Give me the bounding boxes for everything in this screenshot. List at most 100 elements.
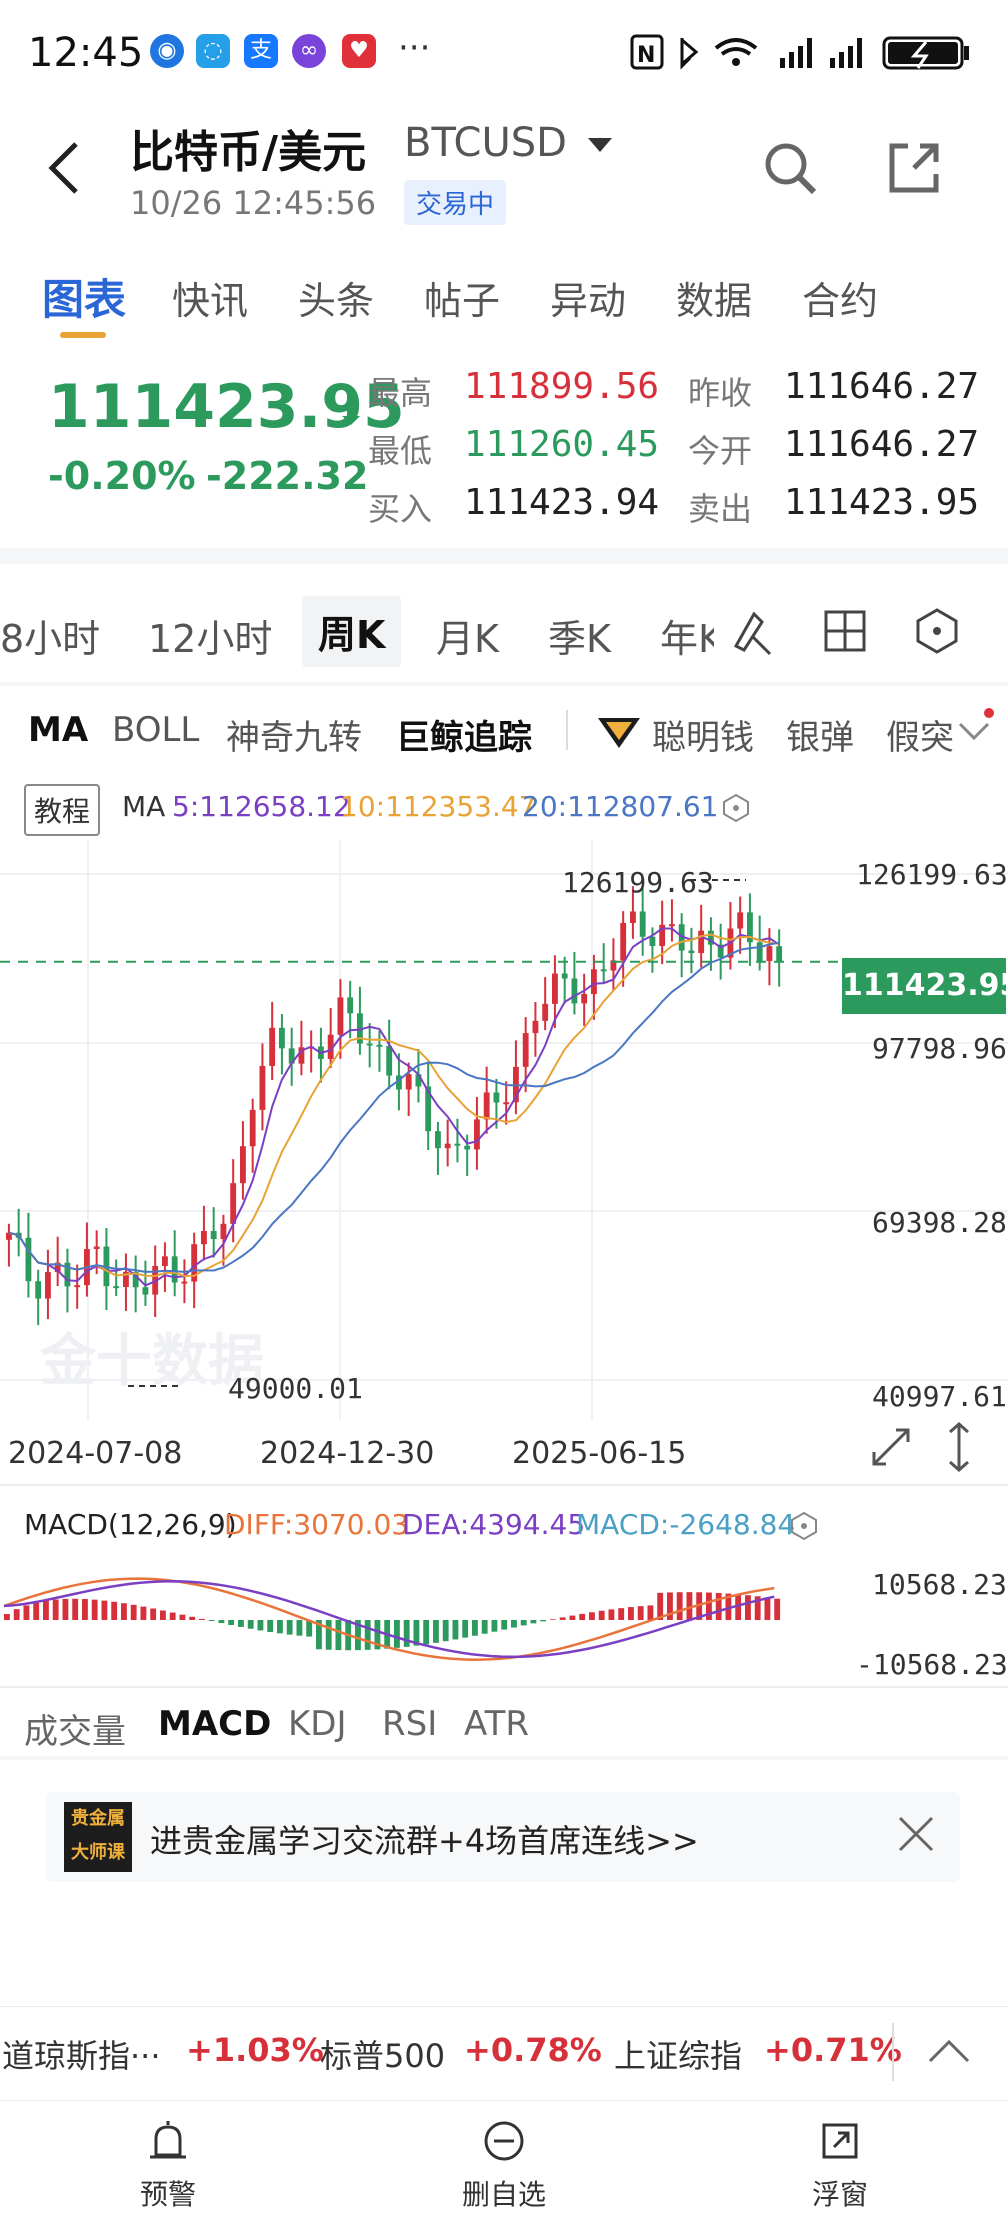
candle-body xyxy=(347,997,354,1014)
macd-diff: DIFF:3070.03 xyxy=(224,1508,410,1541)
tab-movers[interactable]: 异动 xyxy=(550,279,627,323)
tab-headlines[interactable]: 头条 xyxy=(298,279,375,323)
close-icon[interactable] xyxy=(894,1812,938,1856)
index-ticker[interactable]: 道琼斯指··· +1.03% 标普500 +0.78% 上证综指 +0.71% xyxy=(0,2006,1008,2096)
current-price: 111423.95 xyxy=(48,372,405,442)
indicator-fake-breakout[interactable]: 假突 xyxy=(886,718,954,758)
nav-float-label: 浮窗 xyxy=(811,2178,868,2211)
macd-bar xyxy=(774,1598,781,1620)
subtab-volume[interactable]: 成交量 xyxy=(24,1712,126,1752)
candlestick-chart[interactable] xyxy=(0,840,1008,1420)
vertical-scale-icon[interactable] xyxy=(944,1420,974,1474)
indicator-boll[interactable]: BOLL xyxy=(112,710,200,750)
subtab-rsi[interactable]: RSI xyxy=(382,1704,438,1744)
open-value: 111646.27 xyxy=(784,424,980,465)
fullscreen-icon[interactable] xyxy=(868,1424,914,1470)
tab-data[interactable]: 数据 xyxy=(676,279,753,323)
macd-bar xyxy=(208,1620,215,1621)
indicator-silver-bullet[interactable]: 银弹 xyxy=(786,718,854,758)
tab-flash[interactable]: 快讯 xyxy=(172,279,249,323)
macd-bar xyxy=(160,1610,166,1620)
settings-hexagon-icon[interactable] xyxy=(912,606,962,656)
macd-settings-icon[interactable] xyxy=(788,1510,820,1542)
nav-remove-watchlist[interactable]: 删自选 xyxy=(434,2119,574,2213)
macd-bar xyxy=(511,1620,517,1628)
draw-tool-icon[interactable] xyxy=(728,606,778,656)
chevron-up-icon[interactable] xyxy=(924,2033,974,2069)
subtab-kdj[interactable]: KDJ xyxy=(288,1704,347,1744)
macd-bar xyxy=(267,1620,274,1632)
battery-icon xyxy=(882,36,969,70)
chevron-down-icon-indicators[interactable] xyxy=(956,716,992,746)
period-monthly[interactable]: 月K xyxy=(436,617,499,661)
indicator-whale-tracking[interactable]: 巨鲸追踪 xyxy=(396,718,532,758)
candle-body xyxy=(6,1232,12,1240)
period-quarterly[interactable]: 季K xyxy=(548,617,611,661)
macd-bar xyxy=(598,1610,605,1620)
period-yearly[interactable]: 年K xyxy=(660,617,714,661)
indicator-smart-money[interactable]: 聪明钱 xyxy=(652,718,754,758)
macd-bar xyxy=(745,1595,751,1620)
candle-body xyxy=(708,930,714,945)
macd-bar xyxy=(540,1620,547,1622)
macd-bar xyxy=(501,1620,508,1630)
candle-body xyxy=(162,1256,168,1266)
promo-banner[interactable]: 贵金属大师课 进贵金属学习交流群+4场首席连线>> xyxy=(46,1792,960,1882)
ma10-line xyxy=(8,933,780,1278)
nav-float-window[interactable]: 浮窗 xyxy=(770,2119,910,2213)
more-notifications-icon: ··· xyxy=(398,28,431,68)
macd-bar xyxy=(4,1614,10,1620)
app-notification-icon: ◉ xyxy=(150,34,184,68)
tab-contract[interactable]: 合约 xyxy=(802,279,879,323)
macd-bar xyxy=(111,1601,118,1620)
change-percent: -0.20% xyxy=(48,454,196,498)
share-icon[interactable] xyxy=(884,138,944,198)
back-icon[interactable] xyxy=(44,138,84,198)
tab-posts[interactable]: 帖子 xyxy=(424,279,501,323)
macd-bar xyxy=(218,1620,225,1624)
tutorial-button[interactable]: 教程 xyxy=(24,784,101,836)
search-icon[interactable] xyxy=(760,138,820,198)
subtab-macd[interactable]: MACD xyxy=(158,1704,272,1744)
tab-chart[interactable]: 图表 xyxy=(42,275,127,324)
macd-bar xyxy=(706,1592,712,1620)
ma-settings-icon[interactable] xyxy=(720,792,752,824)
candle-body xyxy=(425,1086,432,1132)
macd-bar xyxy=(725,1593,732,1620)
high-marker: 126199.63 xyxy=(562,866,714,899)
smart-money-icon xyxy=(598,718,640,748)
candle-body xyxy=(269,1027,276,1066)
macd-bar xyxy=(550,1619,556,1620)
period-12h[interactable]: 12小时 xyxy=(148,617,273,661)
macd-histogram-value: MACD:-2648.84 xyxy=(576,1508,796,1541)
macd-chart[interactable] xyxy=(0,1550,800,1690)
banner-text[interactable]: 进贵金属学习交流群+4场首席连线>> xyxy=(150,1822,699,1860)
layout-grid-icon[interactable] xyxy=(820,606,870,656)
candle-body xyxy=(747,912,753,943)
candle-body xyxy=(230,1183,237,1224)
macd-bar xyxy=(52,1599,59,1620)
macd-bar xyxy=(423,1620,430,1645)
macd-bar xyxy=(43,1600,49,1620)
wifi-icon xyxy=(714,38,758,66)
symbol-selector[interactable]: BTCUSD xyxy=(404,120,567,166)
period-weekly[interactable]: 周K xyxy=(302,596,402,667)
ticker-name-shanghai: 上证综指 xyxy=(614,2037,743,2075)
indicator-ma[interactable]: MA xyxy=(28,710,89,750)
macd-separator xyxy=(0,1484,1008,1486)
candle-body xyxy=(620,922,627,961)
subtab-atr[interactable]: ATR xyxy=(464,1704,530,1744)
ticker-name-dow: 道琼斯指··· xyxy=(2,2037,161,2075)
candle-body xyxy=(474,1119,480,1150)
candle-body xyxy=(405,1074,412,1090)
indicator-td9[interactable]: 神奇九转 xyxy=(226,718,362,758)
candle-body xyxy=(376,1044,383,1047)
macd-bar xyxy=(335,1620,342,1651)
candle-body xyxy=(259,1065,266,1110)
nav-alert[interactable]: 预警 xyxy=(98,2119,238,2213)
period-8h[interactable]: 8小时 xyxy=(0,617,101,661)
banner-logo: 贵金属大师课 xyxy=(64,1802,132,1872)
macd-bar xyxy=(452,1620,459,1640)
chevron-down-icon[interactable] xyxy=(588,138,612,152)
